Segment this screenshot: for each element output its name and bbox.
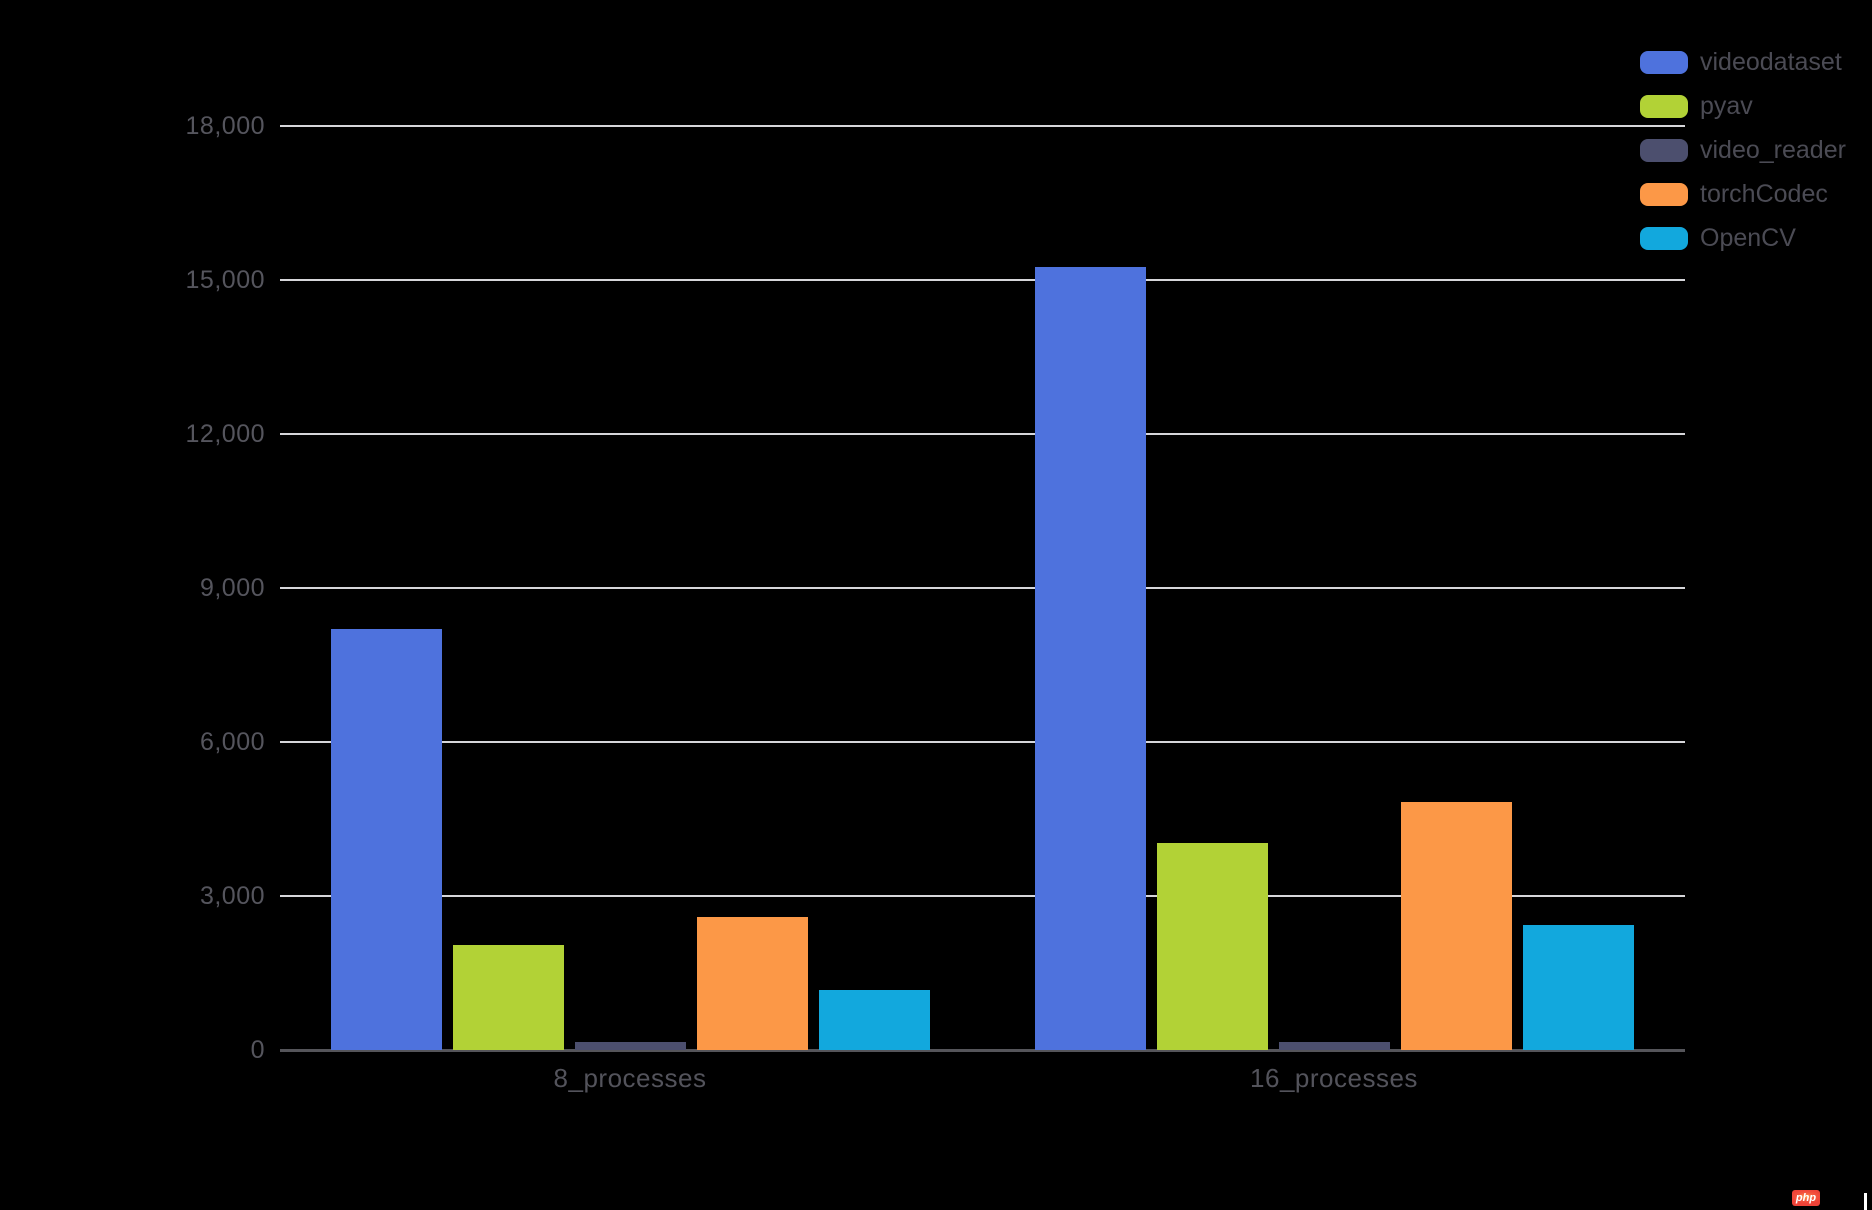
y-tick-label: 12,000 — [185, 420, 265, 448]
gridline — [280, 279, 1685, 281]
y-tick-label: 6,000 — [199, 728, 265, 756]
legend-item-torchCodec: torchCodec — [1640, 179, 1828, 208]
legend-swatch-video_reader — [1640, 138, 1688, 162]
bar-torchCodec-16_processes — [1400, 802, 1512, 1050]
legend-label-videodataset: videodataset — [1700, 47, 1842, 76]
x-axis-label-8_processes: 8_processes — [553, 1063, 707, 1093]
bar-OpenCV-16_processes — [1522, 925, 1634, 1050]
bar-pyav-8_processes — [452, 945, 564, 1050]
gridline — [280, 125, 1685, 127]
bar-videodataset-8_processes — [330, 629, 442, 1050]
legend-label-pyav: pyav — [1700, 91, 1753, 120]
y-tick-label: 15,000 — [185, 266, 265, 294]
x-axis-label-16_processes: 16_processes — [1250, 1063, 1418, 1093]
y-tick-label: 18,000 — [185, 112, 265, 140]
watermark-php-badge: php — [1792, 1190, 1820, 1206]
y-tick-label: 9,000 — [199, 574, 265, 602]
legend-item-videodataset: videodataset — [1640, 47, 1842, 76]
bar-torchCodec-8_processes — [696, 916, 808, 1050]
gridline — [280, 895, 1685, 897]
legend-item-pyav: pyav — [1640, 91, 1753, 120]
legend-swatch-pyav — [1640, 94, 1688, 118]
bar-videodataset-16_processes — [1034, 267, 1146, 1050]
bar-video_reader-8_processes — [574, 1041, 686, 1050]
y-tick-label: 0 — [250, 1036, 265, 1064]
legend-item-OpenCV: OpenCV — [1640, 223, 1796, 252]
cursor-artifact — [1864, 1193, 1867, 1210]
y-tick-label: 3,000 — [199, 882, 265, 910]
bar-OpenCV-8_processes — [818, 989, 930, 1050]
gridline — [280, 433, 1685, 435]
bar-video_reader-16_processes — [1278, 1041, 1390, 1050]
x-axis-line — [280, 1049, 1685, 1052]
bar-pyav-16_processes — [1156, 843, 1268, 1050]
legend-label-OpenCV: OpenCV — [1700, 223, 1796, 252]
legend-swatch-torchCodec — [1640, 182, 1688, 206]
legend-label-video_reader: video_reader — [1700, 135, 1846, 164]
gridline — [280, 587, 1685, 589]
gridline — [280, 741, 1685, 743]
watermark-php-label: php — [1795, 1191, 1817, 1204]
legend-swatch-videodataset — [1640, 50, 1688, 74]
legend-item-video_reader: video_reader — [1640, 135, 1846, 164]
legend-swatch-OpenCV — [1640, 226, 1688, 250]
legend-label-torchCodec: torchCodec — [1700, 179, 1828, 208]
